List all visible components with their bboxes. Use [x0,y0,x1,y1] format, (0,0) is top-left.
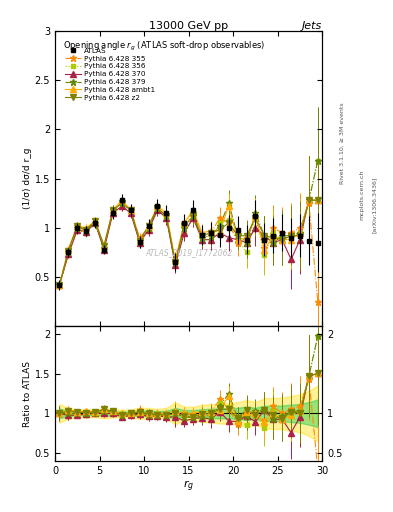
Text: mcplots.cern.ch: mcplots.cern.ch [360,169,365,220]
Text: [arXiv:1306.3436]: [arXiv:1306.3436] [371,177,376,233]
Text: 13000 GeV pp: 13000 GeV pp [149,20,228,31]
Text: Jets: Jets [302,20,322,31]
Text: Rivet 3.1.10, ≥ 3M events: Rivet 3.1.10, ≥ 3M events [340,102,345,184]
Legend: ATLAS, Pythia 6.428 355, Pythia 6.428 356, Pythia 6.428 370, Pythia 6.428 379, P: ATLAS, Pythia 6.428 355, Pythia 6.428 35… [64,46,157,102]
Y-axis label: (1/σ) dσ/d r_g: (1/σ) dσ/d r_g [23,148,32,209]
Text: ATLAS_2019_I1772062: ATLAS_2019_I1772062 [145,248,232,257]
X-axis label: $r_g$: $r_g$ [183,478,194,494]
Y-axis label: Ratio to ATLAS: Ratio to ATLAS [23,360,32,426]
Text: Opening angle $r_g$ (ATLAS soft-drop observables): Opening angle $r_g$ (ATLAS soft-drop obs… [63,39,265,53]
